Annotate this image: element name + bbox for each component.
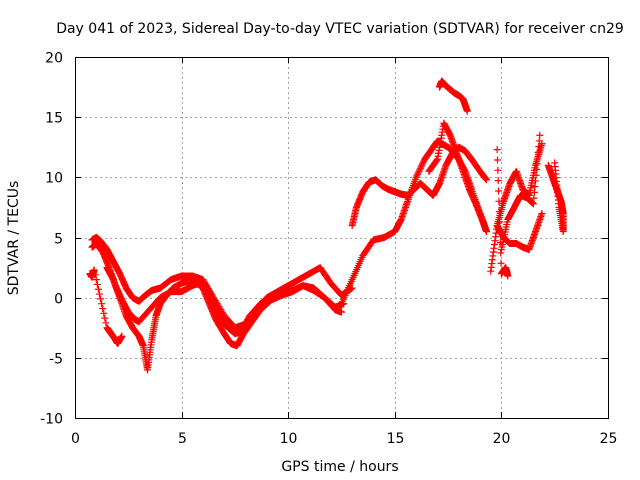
series-arc-11 [497,131,544,254]
data-point [416,166,424,174]
data-point [118,332,126,340]
y-tick-label: 15 [45,111,63,127]
data-point [91,271,99,279]
data-point [96,290,104,298]
data-point [494,166,502,174]
y-tick-label: -5 [49,352,63,368]
data-point [433,156,441,164]
data-point [495,197,503,205]
y-tick-label: 10 [45,171,63,187]
x-tick-labels: 0 5 10 15 20 25 [71,431,617,447]
data-point [100,309,108,317]
data-point [496,218,504,226]
data-point [482,227,490,235]
data-point [101,314,109,322]
x-tick-label: 10 [280,431,298,447]
y-tick-label: 0 [54,292,63,308]
axis-ticks [75,57,609,419]
data-point [493,156,501,164]
data-point [496,228,504,236]
data-point [551,159,559,167]
x-tick-label: 0 [71,431,80,447]
data-point [497,249,505,257]
data-point [538,209,546,217]
data-point [536,131,544,139]
data-point [94,285,102,293]
data-point [493,146,501,154]
data-point [102,319,110,327]
series-arc-8 [425,119,490,235]
data-point [98,300,106,308]
data-point [463,107,471,115]
data-point [419,160,427,168]
data-point [412,173,420,181]
x-tick-label: 20 [493,431,511,447]
y-tick-labels: -10 -5 0 5 10 15 20 [40,51,63,428]
data-point [93,280,101,288]
x-tick-label: 25 [600,431,618,447]
data-points [86,77,567,374]
data-point [416,164,424,172]
series-arc-7 [436,77,471,115]
data-point [494,177,502,185]
data-point [504,272,512,280]
series-arc-13 [544,159,567,235]
data-point [414,170,422,178]
y-axis-label: SDTVAR / TECUs [6,181,22,296]
series-arc-3 [103,264,345,374]
data-point [90,266,98,274]
data-point [99,304,107,312]
x-tick-label: 15 [387,431,405,447]
data-point [419,158,427,166]
data-point [418,161,426,169]
grid [75,57,608,418]
data-point [415,167,423,175]
data-point [413,172,421,180]
data-point [482,176,490,184]
series-arc-6 [348,143,490,229]
plot-frame [75,57,609,419]
series-arc-5 [338,137,490,308]
data-point [97,295,105,303]
chart-title: Day 041 of 2023, Sidereal Day-to-day VTE… [56,21,624,37]
data-point [417,163,425,171]
data-point [92,276,100,284]
series-arc-4 [86,266,126,347]
x-axis-label: GPS time / hours [281,459,398,475]
y-tick-label: 20 [45,51,63,67]
data-point [495,208,503,216]
x-tick-label: 5 [178,431,187,447]
y-tick-label: -10 [40,412,63,428]
data-point [414,169,422,177]
data-point [497,259,505,267]
data-point [495,187,503,195]
data-point [496,239,504,247]
y-tick-label: 5 [54,232,63,248]
series-arc-12 [493,146,512,280]
data-point [338,308,345,316]
